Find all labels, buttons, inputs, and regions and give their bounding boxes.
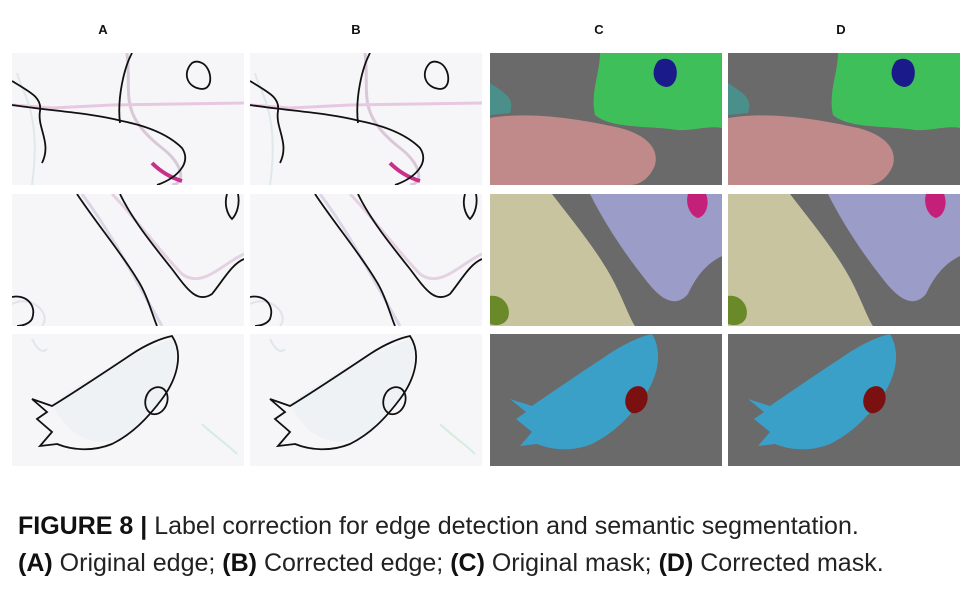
caption-text-b: Corrected edge; xyxy=(263,549,444,577)
panel-d-row2-corrected-mask xyxy=(728,194,960,326)
caption-text-d: Corrected mask. xyxy=(700,549,884,577)
caption-tag-b: (B) xyxy=(222,549,257,577)
figure-label: FIGURE 8 | xyxy=(18,512,148,540)
column-label-b: B xyxy=(351,22,361,37)
column-label-a: A xyxy=(98,22,108,37)
panel-c-row2-original-mask xyxy=(490,194,722,326)
panel-d-row1-corrected-mask xyxy=(728,53,960,185)
panel-d-row3-corrected-mask xyxy=(728,334,960,466)
caption-tag-c: (C) xyxy=(450,549,485,577)
caption-line-2: (A) Original edge; (B) Corrected edge; (… xyxy=(18,545,958,582)
column-label-c: C xyxy=(594,22,604,37)
caption-tag-d: (D) xyxy=(658,549,694,577)
panel-b-row1-corrected-edge xyxy=(250,53,482,185)
panel-a-row2-original-edge xyxy=(12,194,244,326)
panel-a-row1-original-edge xyxy=(12,53,244,185)
caption-title: Label correction for edge detection and … xyxy=(154,512,859,540)
caption-line-1: FIGURE 8 | Label correction for edge det… xyxy=(18,508,958,545)
caption-text-c: Original mask; xyxy=(491,549,652,577)
caption-text-a: Original edge; xyxy=(59,549,216,577)
panel-c-row1-original-mask xyxy=(490,53,722,185)
panel-b-row2-corrected-edge xyxy=(250,194,482,326)
panel-b-row3-corrected-edge xyxy=(250,334,482,466)
column-label-d: D xyxy=(836,22,846,37)
figure-caption: FIGURE 8 | Label correction for edge det… xyxy=(18,508,958,582)
caption-tag-a: (A) xyxy=(18,549,53,577)
panel-a-row3-original-edge xyxy=(12,334,244,466)
panel-c-row3-original-mask xyxy=(490,334,722,466)
